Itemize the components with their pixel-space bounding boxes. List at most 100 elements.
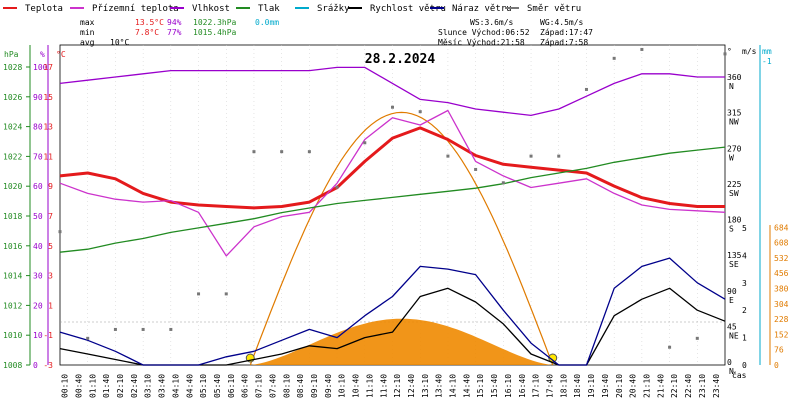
solar-tick: 608 (774, 239, 789, 248)
wind-direction-point (252, 150, 256, 154)
wind-direction-point (529, 154, 533, 158)
dir-tick: 270 (727, 144, 742, 153)
stat-value: avg (80, 38, 95, 47)
pct-tick: 70 (33, 152, 43, 161)
solar-tick: 304 (774, 300, 789, 309)
stat-value: 77% (167, 28, 182, 37)
legend-item-label: Srážky (317, 4, 350, 14)
time-tick: 16:10 (504, 374, 513, 398)
wind-direction-point (501, 181, 505, 185)
hpa-tick: 1026 (3, 93, 22, 102)
time-tick: 07:10 (255, 374, 264, 398)
solar-area (250, 318, 553, 365)
time-tick: 15:10 (476, 374, 485, 398)
pct-tick: 10 (33, 331, 43, 340)
hpa-tick: 1012 (3, 301, 22, 310)
legend-item-label: Přízemní teplota (92, 4, 179, 14)
hpa-tick: 1024 (3, 123, 22, 132)
deg-axis-label: ° (727, 47, 732, 56)
dir-name: SW (729, 189, 739, 198)
pct-tick: 100 (33, 63, 48, 72)
wind-direction-point (113, 327, 117, 331)
hpa-tick: 1014 (3, 272, 22, 281)
wind-direction-point (224, 292, 228, 296)
wind-direction-point (584, 87, 588, 91)
hpa-tick: 1028 (3, 63, 22, 72)
dir-tick: 225 (727, 180, 742, 189)
wind-direction-point (141, 327, 145, 331)
hpa-tick: 1018 (3, 212, 22, 221)
dir-tick: 0 (727, 358, 732, 367)
solar-tick: 532 (774, 254, 789, 263)
solar-tick: 152 (774, 330, 789, 339)
ms-tick: 4 (742, 251, 747, 260)
time-tick: 23:40 (712, 374, 721, 398)
hpa-tick: 1008 (3, 361, 22, 370)
chart-title: 28.2.2024 (365, 52, 436, 67)
pct-tick: 20 (33, 301, 43, 310)
wind-direction-point (612, 56, 616, 60)
pct-tick: 90 (33, 93, 43, 102)
dir-tick: 315 (727, 109, 742, 118)
time-tick: 14:10 (449, 374, 458, 398)
wind-direction-point (418, 110, 422, 114)
stat-value: min (80, 28, 95, 37)
solar-tick: 0 (774, 361, 779, 370)
wind-direction-point (197, 292, 201, 296)
c-tick: 3 (48, 272, 53, 281)
pct-tick: 50 (33, 212, 43, 221)
legend-item-label: Směr větru (527, 4, 581, 14)
time-axis-label: čas (732, 370, 747, 380)
hpa-tick: 1022 (3, 152, 22, 161)
time-tick: 09:40 (324, 374, 333, 398)
time-tick: 02:40 (130, 374, 139, 398)
wind-direction-point (363, 141, 367, 145)
time-tick: 22:10 (670, 374, 679, 398)
stat-value: 13.5°C (135, 18, 164, 27)
stat-value: 7.8°C (135, 28, 159, 37)
time-tick: 11:10 (365, 374, 374, 398)
c-tick: -3 (43, 361, 53, 370)
time-tick: 00:40 (74, 374, 83, 398)
legend-item-label: Náraz větru (452, 4, 512, 14)
c-axis-label: °C (56, 50, 66, 59)
time-tick: 09:10 (310, 374, 319, 398)
time-tick: 19:10 (587, 374, 596, 398)
time-tick: 12:10 (393, 374, 402, 398)
dir-name: NE (729, 331, 739, 340)
pct-tick: 40 (33, 242, 43, 251)
wind-direction-point (695, 336, 699, 340)
time-tick: 00:10 (61, 374, 70, 398)
time-tick: 15:40 (490, 374, 499, 398)
time-tick: 13:40 (435, 374, 444, 398)
pct-axis-label: % (40, 50, 45, 59)
time-tick: 07:40 (268, 374, 277, 398)
wind-direction-point (557, 154, 561, 158)
wind-direction-point (391, 105, 394, 109)
dir-name: W (729, 153, 734, 162)
legend: Teplota Přízemní teplota Vlhkost Tlak Srážky… (3, 4, 581, 14)
solar-tick: 684 (774, 223, 789, 232)
wind-direction-point (86, 336, 90, 340)
time-tick: 20:10 (615, 374, 624, 398)
c-tick: 5 (48, 242, 53, 251)
axes: hPa% °C1008101010121014101610181020102210… (3, 45, 789, 398)
series-náraz-větru (59, 257, 726, 366)
stat-value: 1015.4hPa (193, 28, 237, 37)
time-tick: 08:10 (282, 374, 291, 398)
dir-name: S (729, 225, 734, 234)
grid (60, 45, 725, 365)
ms-tick: 5 (742, 224, 747, 233)
solar-tick: 380 (774, 285, 789, 294)
time-tick: 17:10 (532, 374, 541, 398)
time-tick: 10:10 (338, 374, 347, 398)
ws-value: WS:3.6m/s (470, 18, 514, 27)
wind-direction-point (640, 47, 644, 51)
stat-value: 1022.3hPa (193, 18, 237, 27)
solar-tick: 76 (774, 346, 784, 355)
time-tick: 06:10 (227, 374, 236, 398)
time-tick: 08:40 (296, 374, 305, 398)
hpa-tick: 1010 (3, 331, 22, 340)
legend-item-label: Teplota (25, 4, 63, 14)
c-tick: 7 (48, 212, 53, 221)
